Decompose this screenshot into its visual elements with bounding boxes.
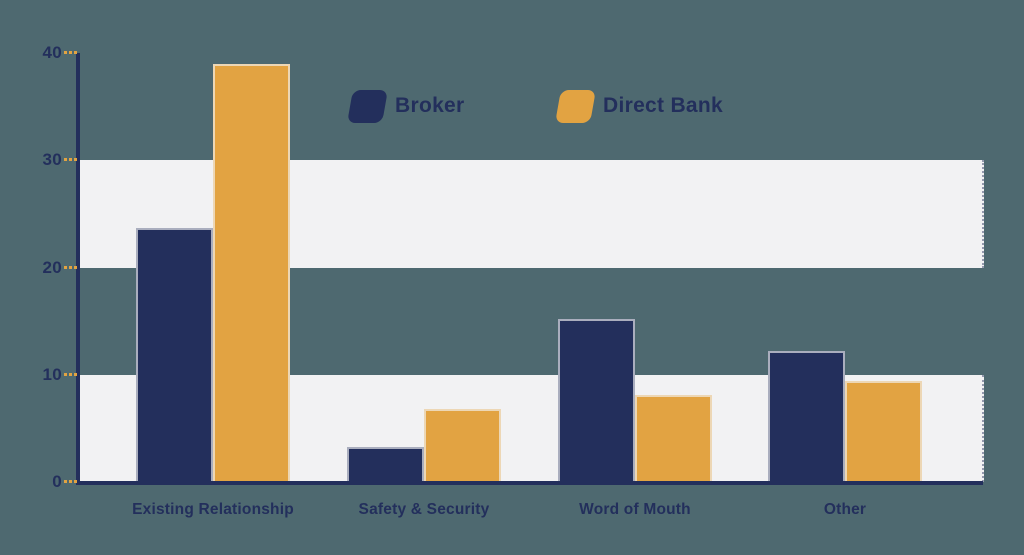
- y-axis-label: 20: [42, 257, 62, 277]
- legend-item-direct-bank: Direct Bank: [555, 88, 724, 124]
- y-axis-line: [76, 53, 80, 485]
- bar-direct-bank: [635, 395, 712, 482]
- x-axis-category-label: Safety & Security: [358, 501, 490, 518]
- bar-broker: [347, 446, 424, 482]
- x-axis-line: [76, 481, 983, 485]
- direct-bank-swatch-icon: [555, 89, 596, 123]
- legend-item-broker: Broker: [347, 88, 465, 124]
- y-axis-label: 10: [42, 364, 62, 384]
- bar-direct-bank: [424, 409, 501, 482]
- y-axis-tick-mark: [64, 158, 77, 162]
- y-axis-label: 0: [52, 472, 62, 491]
- y-axis-tick-mark: [64, 480, 77, 483]
- bar-direct-bank: [213, 63, 290, 482]
- y-axis-tick-mark: [64, 372, 77, 376]
- x-axis-category-label: Other: [823, 501, 867, 518]
- y-axis-tick-mark: [64, 265, 77, 269]
- bar-direct-bank: [845, 381, 922, 482]
- bar-broker: [558, 318, 635, 482]
- y-axis-tick-mark: [64, 51, 77, 54]
- y-axis-label: 30: [42, 150, 62, 170]
- bar-broker: [768, 351, 845, 482]
- x-axis-category-label: Existing Relationship: [132, 501, 294, 518]
- legend-label-broker: Broker: [395, 94, 465, 117]
- broker-swatch-icon: [347, 89, 388, 123]
- bar-broker: [136, 227, 213, 482]
- y-axis-label: 40: [42, 43, 62, 62]
- legend-label-direct-bank: Direct Bank: [603, 94, 724, 117]
- x-axis-category-label: Word of Mouth: [579, 501, 691, 518]
